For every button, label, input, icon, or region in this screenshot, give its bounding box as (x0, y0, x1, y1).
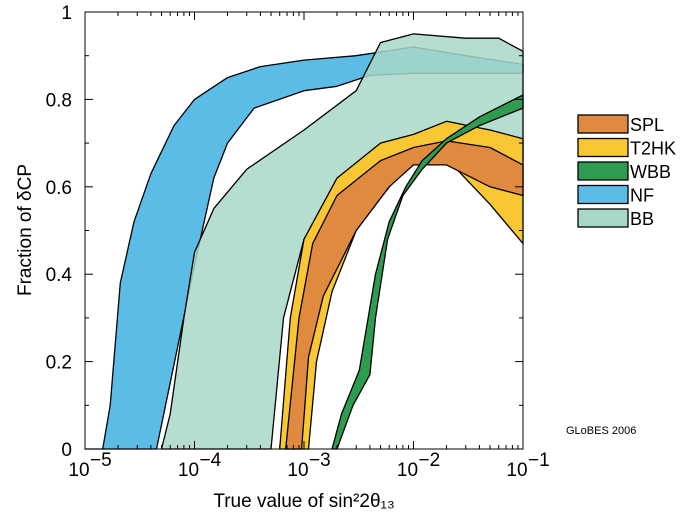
x-tick-exponent: −1 (528, 450, 550, 471)
y-axis-label: Fraction of δCP (15, 164, 36, 296)
legend-swatch-spl (577, 114, 629, 134)
x-axis: 10 −5 10 −4 10 −3 10 −2 10 −1 (68, 12, 550, 481)
x-tick-label: 10 (178, 460, 199, 481)
x-tick-exponent: −2 (419, 450, 441, 471)
x-tick-label: 10 (397, 460, 418, 481)
y-tick-label: 0.4 (46, 265, 73, 286)
y-tick-label: 0.2 (46, 353, 72, 374)
legend-label-bb: BB (630, 209, 654, 229)
legend-label-t2hk: T2HK (630, 139, 676, 159)
y-tick-label: 0 (61, 440, 72, 461)
x-tick-label: 10 (287, 460, 308, 481)
x-tick-exponent: −3 (309, 450, 331, 471)
x-axis-label: True value of sin²2θ₁₃ (213, 491, 394, 512)
legend-swatch-nf (577, 184, 629, 205)
x-tick-exponent: −4 (200, 450, 222, 471)
legend-label-nf: NF (630, 186, 654, 206)
chart-bands (84, 33, 524, 450)
annotation-globes: GLoBES 2006 (566, 425, 636, 437)
legend-label-spl: SPL (630, 115, 664, 135)
y-axis: 0 0.2 0.4 0.6 0.8 1 (46, 3, 523, 461)
legend-swatch-bb (577, 208, 629, 228)
legend-swatch-wbb (577, 161, 629, 181)
y-tick-label: 1 (61, 3, 72, 24)
legend: SPL T2HK WBB NF BB (577, 114, 676, 229)
y-tick-label: 0.6 (46, 178, 72, 199)
y-tick-label: 0.8 (46, 90, 72, 111)
x-tick-exponent: −5 (90, 450, 112, 471)
legend-swatch-t2hk (577, 137, 629, 158)
legend-label-wbb: WBB (630, 162, 671, 182)
x-tick-label: 10 (506, 460, 527, 481)
x-tick-label: 10 (68, 460, 89, 481)
